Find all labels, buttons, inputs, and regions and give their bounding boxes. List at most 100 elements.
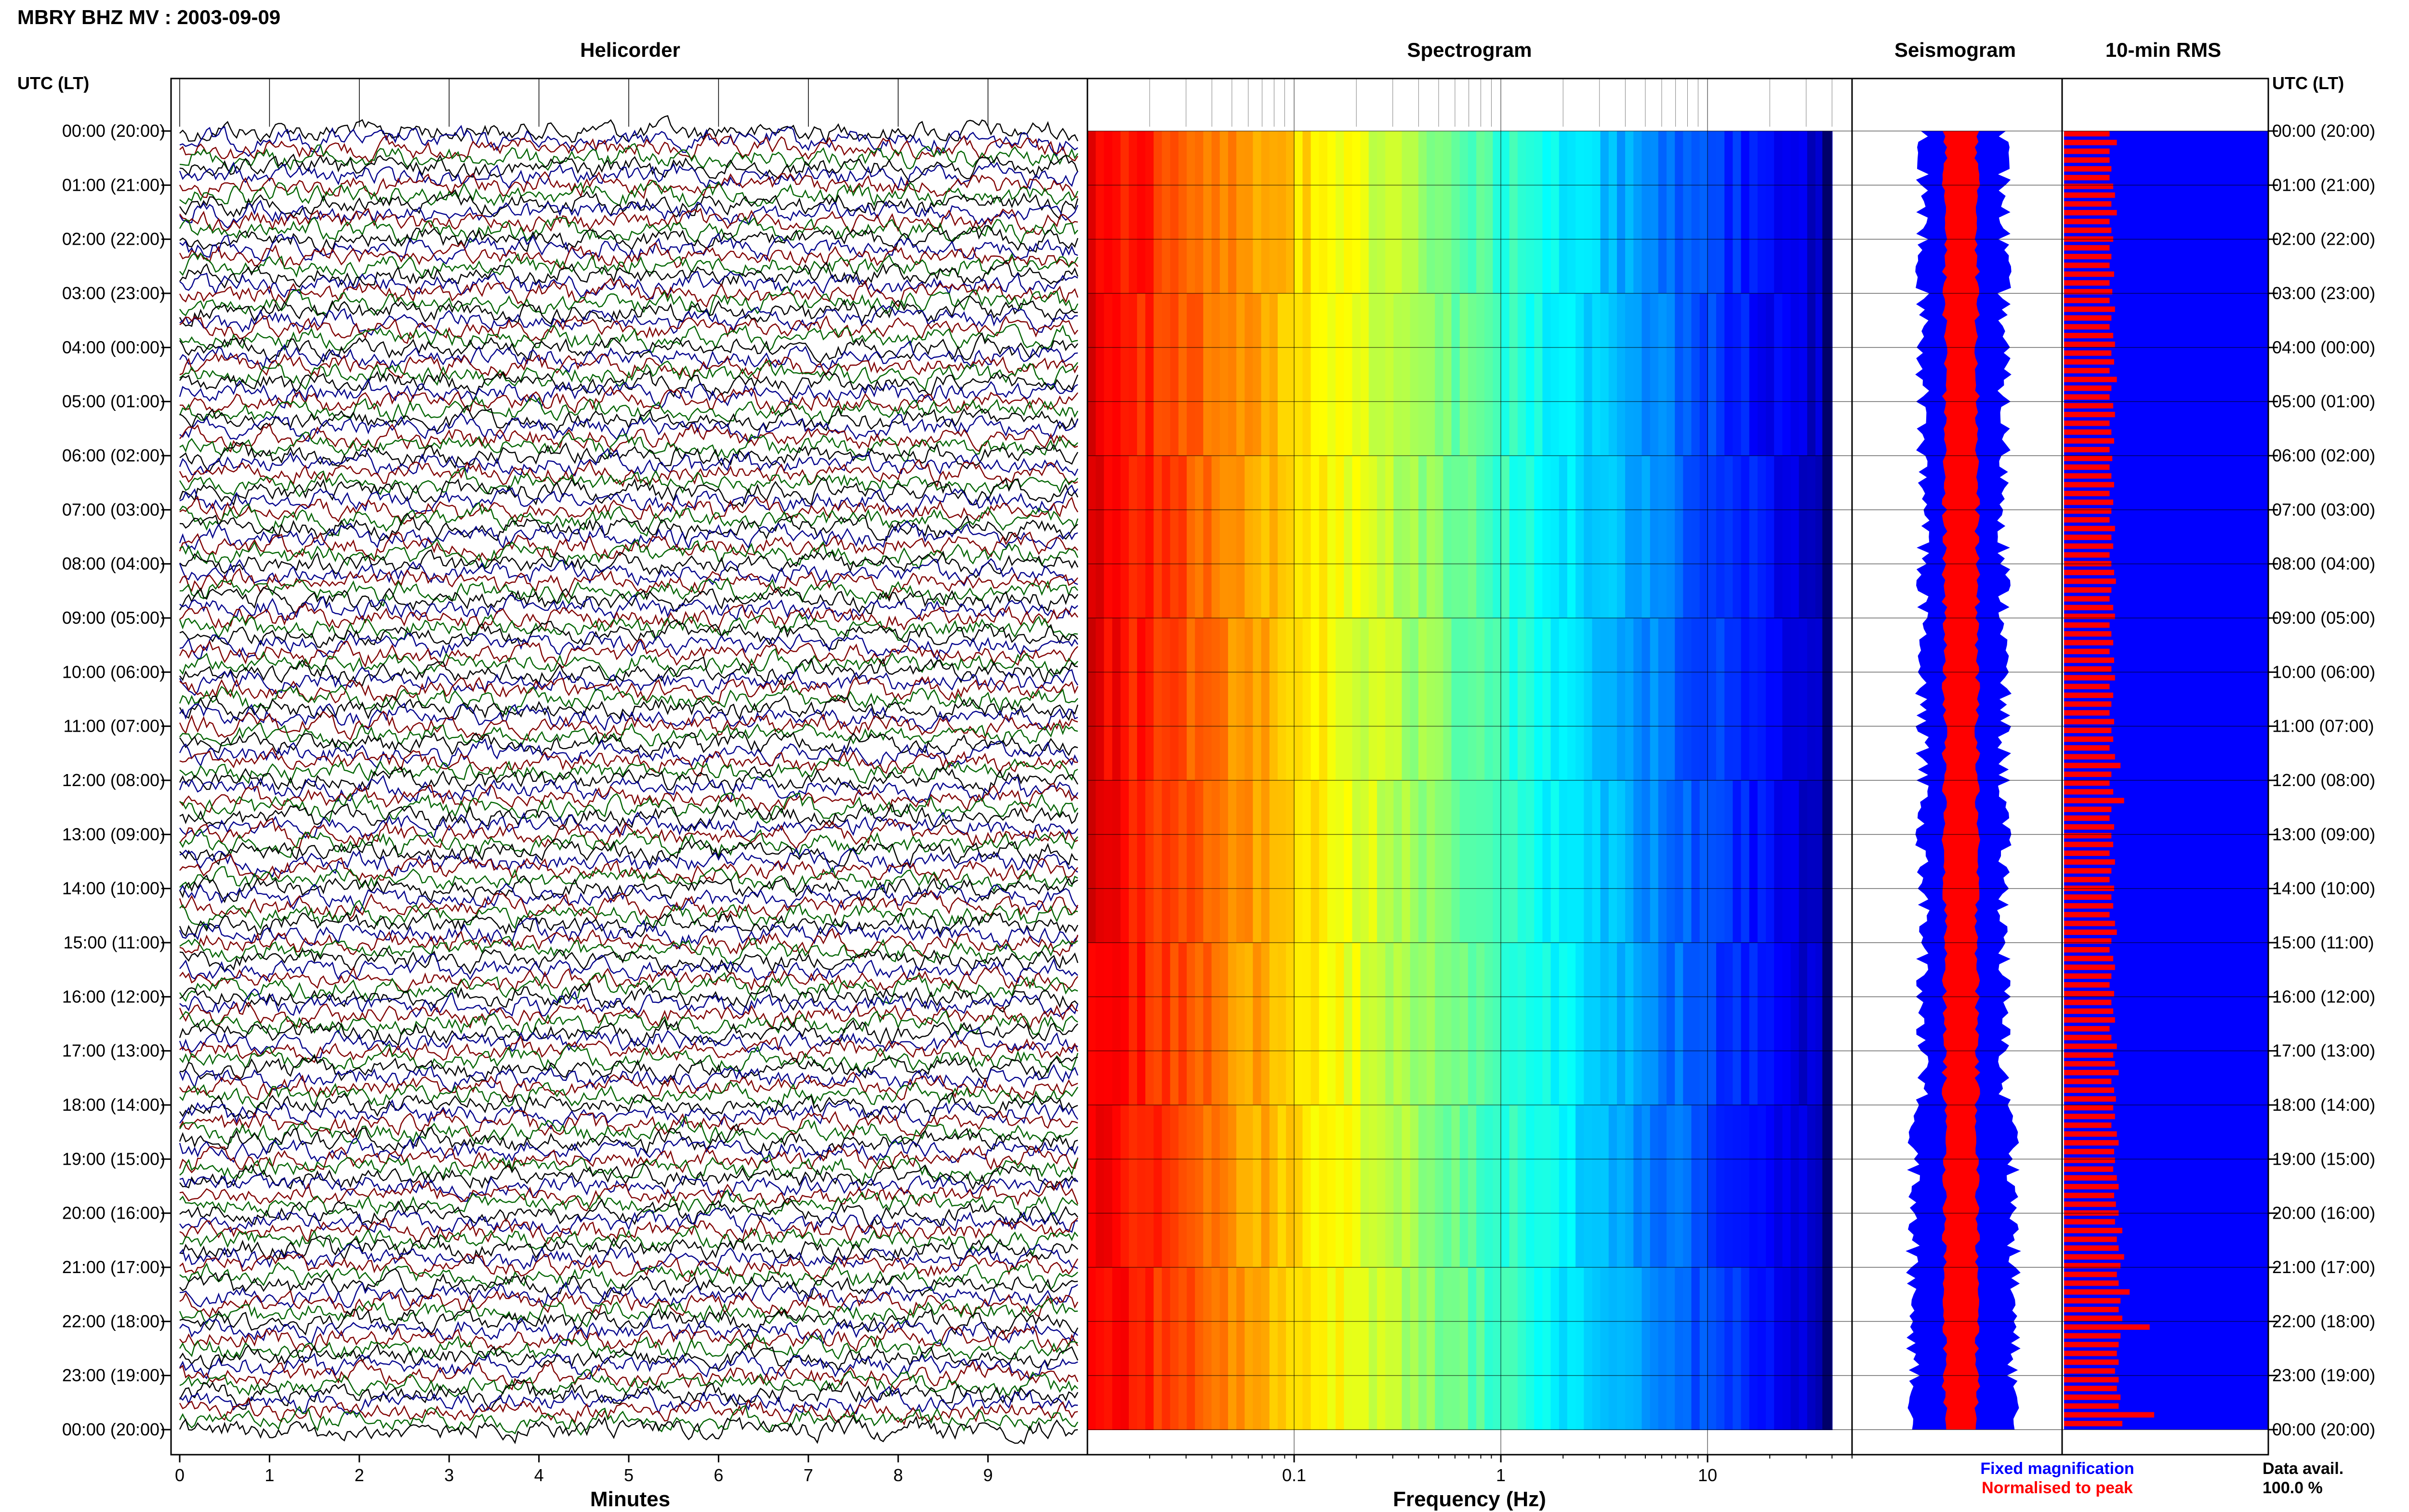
spectrogram-cell: [1104, 293, 1113, 456]
rms-bar: [2064, 991, 2114, 997]
helicorder-trace: [179, 189, 1079, 220]
row-label-left: 15:00 (11:00): [64, 933, 165, 952]
spectrogram-cell: [1145, 131, 1154, 294]
spectrogram-cell: [1799, 131, 1808, 294]
spectrogram-cell: [1675, 293, 1684, 456]
spectrogram-cell: [1493, 618, 1502, 781]
spectrogram-cell: [1782, 1267, 1791, 1430]
row-labels: 00:00 (20:00) 00:00 (20:00) 01:00 (21:00) 0…: [62, 121, 2375, 1439]
spectrogram-cell: [1567, 618, 1576, 781]
row-label-left: 19:00 (15:00): [62, 1149, 165, 1169]
spectrogram-cell: [1310, 943, 1320, 1105]
spectrogram-cell: [1707, 1105, 1717, 1268]
spectrogram-cell: [1567, 456, 1576, 618]
rms-bar: [2064, 999, 2112, 1005]
helicorder-trace: [179, 912, 1079, 938]
spectrogram-cell: [1667, 456, 1676, 618]
spectrogram-cell: [1600, 456, 1609, 618]
spectrogram-cell: [1757, 780, 1767, 943]
row-label-left: 12:00 (08:00): [62, 770, 165, 790]
spectrogram-cell: [1310, 1267, 1320, 1430]
helicorder-trace: [179, 828, 1078, 858]
rms-bar: [2064, 508, 2112, 514]
spectrogram-cell: [1294, 293, 1303, 456]
spectrogram-cell: [1302, 1267, 1311, 1430]
spectrogram-cell: [1724, 456, 1734, 618]
spectrogram-cell: [1575, 131, 1585, 294]
spectrogram-cell: [1120, 1267, 1129, 1430]
spectrogram-cell: [1807, 1105, 1816, 1268]
spectrogram-cell: [1799, 293, 1808, 456]
spectrogram-cell: [1526, 131, 1535, 294]
row-label-right: 08:00 (04:00): [2272, 554, 2375, 574]
helicorder-trace: [179, 935, 1078, 965]
spectrogram-cell: [1807, 618, 1816, 781]
helicorder-trace: [179, 1043, 1079, 1075]
spectrogram-cell: [1501, 293, 1510, 456]
rms-bar: [2064, 1324, 2150, 1330]
spectrogram-cell: [1195, 456, 1204, 618]
helicorder-trace: [179, 666, 1079, 696]
spectrogram-cell: [1617, 1105, 1626, 1268]
spectrogram-cell: [1766, 456, 1775, 618]
helicorder-trace: [179, 1217, 1078, 1245]
spectrogram-cell: [1766, 943, 1775, 1105]
spectrogram-cell: [1559, 456, 1568, 618]
rms-bar: [2064, 1175, 2117, 1181]
rms-bar: [2064, 754, 2115, 760]
spectrogram-cell: [1484, 780, 1494, 943]
spectrogram-cell: [1774, 131, 1783, 294]
spectrogram-cell: [1402, 618, 1411, 781]
spectrogram-cell: [1476, 1267, 1485, 1430]
spectrogram-cell: [1790, 618, 1800, 781]
spectrogram-cell: [1509, 780, 1518, 943]
spectrogram-cell: [1476, 943, 1485, 1105]
spectrogram-cell: [1327, 780, 1337, 943]
rms-bar: [2064, 482, 2114, 487]
rms-bar: [2064, 605, 2114, 610]
spectrogram-cell: [1468, 293, 1477, 456]
helicorder-trace: [179, 496, 1079, 525]
spectrogram-cell: [1195, 943, 1204, 1105]
spectrogram-cell: [1368, 618, 1377, 781]
spectrogram-cell: [1617, 943, 1626, 1105]
legend-normalised-to-peak: Normalised to peak: [1982, 1479, 2133, 1497]
spectrogram-cell: [1526, 1105, 1535, 1268]
spectrogram-cell: [1096, 131, 1105, 294]
rms-bar: [2064, 1157, 2115, 1163]
spectrogram-cell: [1178, 618, 1188, 781]
spectrogram-cell: [1294, 943, 1303, 1105]
row-label-right: 11:00 (07:00): [2272, 716, 2374, 736]
spectrogram-cell: [1749, 1267, 1758, 1430]
spectrogram-cell: [1286, 618, 1295, 781]
spectrogram-cell: [1377, 293, 1386, 456]
figure-title: MBRY BHZ MV : 2003-09-09: [17, 6, 280, 28]
spectrogram-cell: [1807, 293, 1816, 456]
spectrogram-cell: [1707, 618, 1717, 781]
spectrogram-cell: [1178, 456, 1188, 618]
spectrogram-cell: [1310, 293, 1320, 456]
spectrogram-cell: [1484, 943, 1494, 1105]
spectrogram-cell: [1402, 943, 1411, 1105]
spectrogram-cell: [1104, 943, 1113, 1105]
spectrogram-cell: [1443, 131, 1452, 294]
helicorder-trace: [179, 775, 1079, 803]
spectrogram-cell: [1410, 131, 1419, 294]
spectrogram-cell: [1526, 1267, 1535, 1430]
spectrogram-cell: [1617, 131, 1626, 294]
spectrogram-cell: [1244, 1267, 1254, 1430]
spectrogram-cell: [1277, 618, 1287, 781]
spectrogram-cell: [1592, 1105, 1601, 1268]
spectrogram-cell: [1683, 943, 1692, 1105]
spectrogram-cell: [1592, 618, 1601, 781]
spectrogram-cell: [1153, 618, 1163, 781]
spectrogram-cell: [1534, 1267, 1543, 1430]
spectrogram-cell: [1501, 1105, 1510, 1268]
minute-tick-label: 0: [175, 1465, 185, 1485]
spectrogram-cell: [1608, 1267, 1617, 1430]
spectrogram-cell: [1691, 293, 1700, 456]
spectrogram-cell: [1468, 1267, 1477, 1430]
helicorder-trace: [179, 1415, 1078, 1445]
spectrogram-cell: [1319, 1267, 1328, 1430]
rms-bar: [2064, 938, 2112, 944]
